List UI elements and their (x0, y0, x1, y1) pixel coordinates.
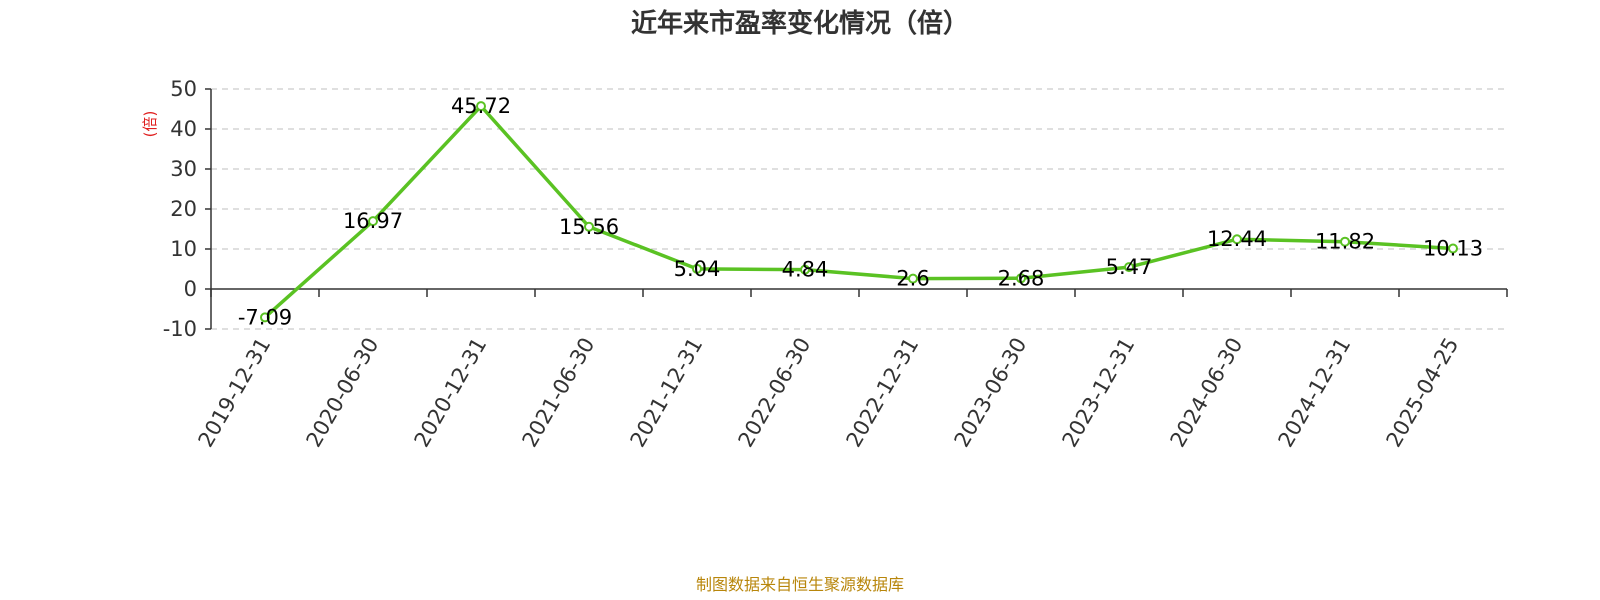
x-tick-label: 2025-04-25 (1382, 334, 1464, 452)
series-pe-ratio (260, 101, 1458, 323)
series-line (263, 104, 1454, 319)
chart-title: 近年来市盈率变化情况（倍） (631, 8, 969, 39)
x-tick-label: 2023-06-30 (950, 334, 1032, 452)
grid-lines (211, 88, 1507, 330)
x-tick-label: 2022-12-31 (842, 334, 924, 452)
y-tick-label: 50 (170, 77, 197, 101)
y-tick-label: 30 (170, 157, 197, 181)
data-label: 4.84 (782, 258, 829, 282)
data-point (1232, 234, 1242, 245)
data-point (692, 263, 702, 274)
x-tick-label: 2020-12-31 (410, 334, 492, 452)
x-tick-label: 2022-06-30 (734, 334, 816, 452)
y-tick-label: 10 (170, 237, 197, 261)
y-tick-labels: -10 0 10 20 30 40 50 (163, 77, 197, 341)
data-point (260, 312, 270, 323)
y-tick-label: -10 (163, 317, 197, 341)
data-labels: -7.09 16.97 45.72 15.56 5.04 4.84 2.6 2.68 5.47 1… (238, 94, 1483, 329)
x-tick-labels: 2019-12-31 2020-06-30 2020-12-31 2021-06-30… (194, 334, 1464, 452)
data-label: 15.56 (559, 215, 619, 239)
data-point (584, 221, 594, 232)
data-point (908, 273, 918, 284)
axes (205, 88, 1508, 330)
y-tick-label: 0 (184, 277, 197, 301)
source-footer: 制图数据来自恒生聚源数据库 (696, 575, 904, 594)
data-point (1448, 243, 1458, 254)
x-tick-label: 2020-06-30 (302, 334, 384, 452)
x-tick-label: 2021-06-30 (518, 334, 600, 452)
data-point (1016, 273, 1026, 284)
data-point (476, 101, 486, 112)
data-label: 10.13 (1423, 236, 1483, 260)
data-label: 16.97 (343, 209, 403, 233)
y-tick-label: 20 (170, 197, 197, 221)
x-tick-label: 2024-06-30 (1166, 334, 1248, 452)
data-label: 12.44 (1207, 227, 1267, 251)
data-label: 5.47 (1106, 255, 1153, 279)
data-label: 11.82 (1315, 230, 1375, 254)
y-tick-label: 40 (170, 117, 197, 141)
data-point (1340, 236, 1350, 247)
x-tick-label: 2024-12-31 (1274, 334, 1356, 452)
data-point (1124, 262, 1134, 273)
x-tick-label: 2023-12-31 (1058, 334, 1140, 452)
data-label: -7.09 (238, 305, 292, 329)
data-label: 5.04 (674, 257, 721, 281)
data-label: 45.72 (451, 94, 511, 118)
data-point (800, 264, 810, 275)
y-axis-label: (倍) (141, 111, 159, 138)
x-tick-label: 2019-12-31 (194, 334, 276, 452)
x-tick-label: 2021-12-31 (626, 334, 708, 452)
data-label: 2.6 (896, 267, 929, 291)
data-label: 2.68 (998, 266, 1045, 290)
data-point (368, 216, 378, 227)
